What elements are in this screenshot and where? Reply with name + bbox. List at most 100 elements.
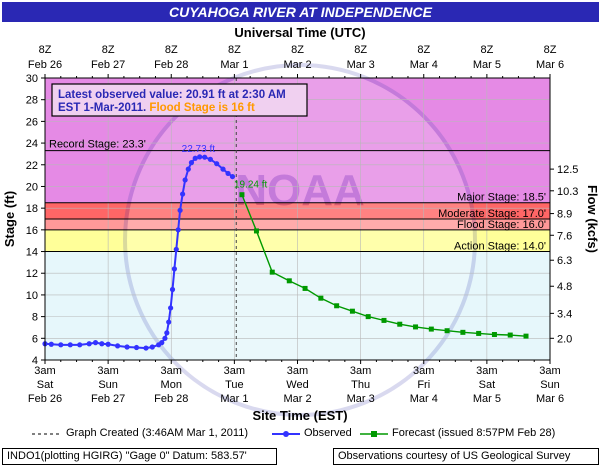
top-tick-hour: 8Z <box>354 44 367 56</box>
observed-point <box>166 319 172 325</box>
forecast-point <box>239 192 245 198</box>
flow-tick-label: 3.4 <box>557 308 572 320</box>
legend-observed-marker <box>283 431 289 437</box>
observed-point <box>92 340 99 346</box>
top-tick-hour: 8Z <box>165 44 178 56</box>
flood-category-label: Action Stage: 14.0' <box>454 241 546 253</box>
bottom-tick-date: Feb 26 <box>28 393 62 405</box>
flood-category-label: Flood Stage: 16.0' <box>457 219 546 231</box>
observed-peak-label: 22.73 ft <box>182 144 216 155</box>
observed-point <box>177 207 183 213</box>
bottom-tick-hour: 3am <box>287 365 308 377</box>
observed-point <box>77 342 83 348</box>
forecast-point <box>349 308 355 314</box>
observed-point <box>214 161 220 167</box>
forecast-point <box>413 324 419 330</box>
chart-title: CUYAHOGA RIVER AT INDEPENDENCE <box>2 2 599 22</box>
observed-point <box>175 227 181 233</box>
bottom-tick-hour: 3am <box>34 365 55 377</box>
observed-point <box>180 191 186 197</box>
forecast-point <box>428 326 434 332</box>
top-tick-date: Mar 1 <box>220 59 248 71</box>
bottom-tick-hour: 3am <box>224 365 245 377</box>
observed-point <box>220 166 226 172</box>
bottom-tick-date: Feb 27 <box>91 393 125 405</box>
observed-point <box>48 341 54 347</box>
top-tick-date: Mar 5 <box>473 59 501 71</box>
flow-tick-label: 4.8 <box>557 281 572 293</box>
legend-forecast-label: Forecast (issued 8:57PM Feb 28) <box>392 427 556 439</box>
bottom-tick-day: Sat <box>479 379 496 391</box>
top-tick-hour: 8Z <box>417 44 430 56</box>
noaa-watermark: NOAA <box>123 63 477 417</box>
observed-point <box>197 154 203 160</box>
bottom-tick-date: Feb 28 <box>154 393 188 405</box>
bottom-tick-day: Mon <box>161 379 182 391</box>
observed-point <box>58 342 64 348</box>
noaa-watermark-circle <box>123 63 477 417</box>
top-tick-date: Feb 27 <box>91 59 125 71</box>
forecast-point <box>460 329 466 335</box>
forecast-point <box>334 303 340 309</box>
y-tick-label: 16 <box>26 225 38 237</box>
observed-point <box>105 341 111 347</box>
datum-footer: INDO1(plotting HGIRG) "Gage 0" Datum: 58… <box>2 448 277 465</box>
forecast-point <box>253 228 259 234</box>
forecast-point <box>269 269 275 275</box>
observed-point <box>182 177 188 183</box>
observed-point <box>188 160 195 166</box>
flow-tick-label: 6.3 <box>557 255 572 267</box>
observed-point <box>207 156 213 162</box>
forecast-point <box>381 317 387 323</box>
top-tick-hour: 8Z <box>39 44 52 56</box>
flood-stage-note: Flood Stage is 16 ft <box>146 102 255 114</box>
legend: Graph Created (3:46AM Mar 1, 2011) Obser… <box>2 426 598 442</box>
y-tick-label: 14 <box>26 247 38 259</box>
observed-point <box>173 246 179 252</box>
observed-point <box>162 335 168 341</box>
forecast-point <box>523 333 529 339</box>
y-tick-label: 18 <box>26 203 38 215</box>
observed-point <box>169 286 176 293</box>
observed-point <box>202 154 208 160</box>
latest-value-line2: EST 1-Mar-2011. Flood Stage is 16 ft <box>58 102 255 114</box>
top-tick-hour: 8Z <box>228 44 241 56</box>
forecast-point <box>286 278 292 284</box>
left-axis-title: Stage (ft) <box>2 191 17 247</box>
bottom-tick-day: Sun <box>98 379 118 391</box>
flood-category-label: Major Stage: 18.5' <box>457 192 546 204</box>
observed-point <box>133 344 140 351</box>
observed-point <box>185 166 191 172</box>
observed-point <box>168 305 174 311</box>
y-tick-label: 26 <box>26 116 38 128</box>
legend-marks <box>32 431 388 437</box>
bottom-tick-date: Mar 3 <box>347 393 375 405</box>
forecast-point <box>491 332 497 338</box>
bottom-tick-date: Mar 2 <box>283 393 311 405</box>
top-tick-date: Feb 28 <box>154 59 188 71</box>
latest-value-line1: Latest observed value: 20.91 ft at 2:30 … <box>58 89 286 101</box>
bottom-tick-hour: 3am <box>539 365 560 377</box>
top-axis-title: Universal Time (UTC) <box>234 25 365 40</box>
top-tick-hour: 8Z <box>291 44 304 56</box>
flood-category-label: Moderate Stage: 17.0' <box>438 208 546 220</box>
forecast-point <box>397 321 403 327</box>
bottom-tick-day: Sat <box>37 379 54 391</box>
latest-value-box <box>51 83 308 117</box>
y-tick-label: 4 <box>32 355 38 367</box>
forecast-point <box>302 285 308 291</box>
bottom-tick-hour: 3am <box>161 365 182 377</box>
top-tick-date: Mar 4 <box>410 59 438 71</box>
bottom-tick-date: Mar 5 <box>473 393 501 405</box>
bottom-tick-date: Mar 6 <box>536 393 564 405</box>
bottom-tick-day: Thu <box>351 379 370 391</box>
observed-point <box>99 341 105 347</box>
bottom-axis-title: Site Time (EST) <box>252 408 347 423</box>
top-tick-hour: 8Z <box>544 44 557 56</box>
bottom-tick-day: Sun <box>540 379 560 391</box>
y-tick-label: 20 <box>26 181 38 193</box>
bottom-tick-day: Tue <box>225 379 244 391</box>
y-tick-label: 24 <box>26 138 38 150</box>
bottom-tick-day: Wed <box>286 379 308 391</box>
